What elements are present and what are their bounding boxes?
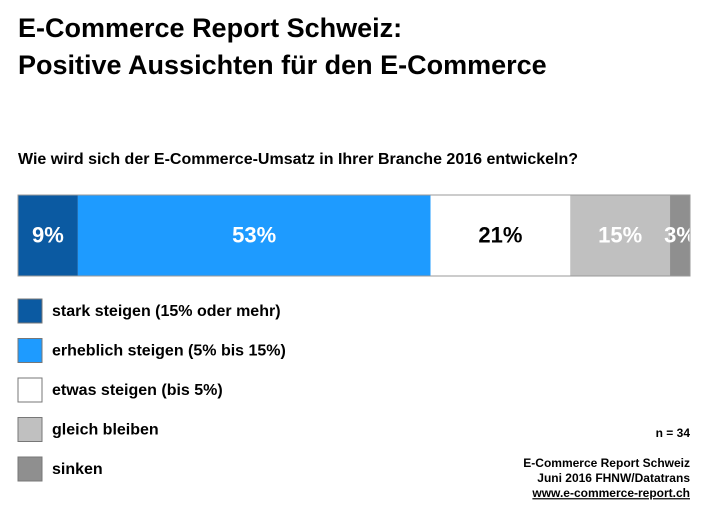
value-label: 21% — [478, 222, 522, 247]
chart-subtitle: Wie wird sich der E-Commerce-Umsatz in I… — [18, 151, 578, 168]
value-label: 9% — [32, 222, 64, 247]
legend-swatch — [17, 338, 43, 363]
legend-swatch — [17, 298, 43, 324]
legend-label: sinken — [52, 461, 103, 478]
chart-title: Positive Aussichten für den E-Commerce — [18, 50, 547, 80]
source-link[interactable]: www.e-commerce-report.ch — [531, 486, 690, 500]
bar-segment — [18, 195, 78, 276]
bar-segment — [670, 195, 690, 276]
source-line: Juni 2016 FHNW/Datatrans — [537, 471, 690, 485]
bar-outline — [17, 194, 691, 277]
legend-swatch — [17, 377, 43, 403]
bar-segment — [77, 195, 431, 276]
source-line: E-Commerce Report Schweiz — [523, 456, 690, 470]
chart-title: E-Commerce Report Schweiz: — [18, 13, 402, 43]
bar-segment — [570, 195, 671, 276]
legend-label: stark steigen (15% oder mehr) — [52, 303, 281, 320]
legend-swatch — [17, 417, 43, 442]
legend-swatch — [17, 456, 43, 482]
legend-label: erheblich steigen (5% bis 15%) — [52, 343, 286, 360]
value-label: 3% — [664, 222, 696, 247]
bar-segment — [430, 195, 571, 276]
sample-size: n = 34 — [656, 426, 691, 440]
legend-label: gleich bleiben — [52, 422, 159, 439]
legend-label: etwas steigen (bis 5%) — [52, 382, 223, 399]
value-label: 15% — [598, 222, 642, 247]
value-label: 53% — [232, 222, 276, 247]
